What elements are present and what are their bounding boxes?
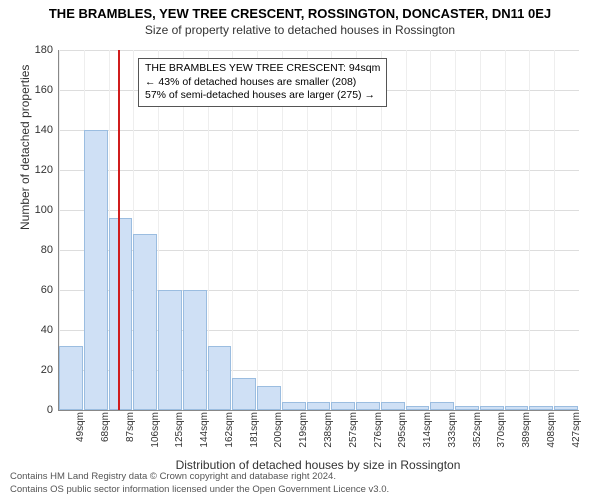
gridline-v [480,50,481,410]
xtick-label: 219sqm [298,412,309,448]
histogram-bar [208,346,232,410]
reference-vline [118,50,120,410]
histogram-bar [331,402,355,410]
xtick-label: 408sqm [546,412,557,448]
xtick-label: 295sqm [397,412,408,448]
page-title: THE BRAMBLES, YEW TREE CRESCENT, ROSSING… [0,0,600,21]
histogram-bar [381,402,405,410]
xtick-label: 427sqm [571,412,582,448]
histogram-bar [133,234,157,410]
histogram-bar [505,406,529,410]
xtick-label: 238sqm [323,412,334,448]
y-axis-label: Number of detached properties [18,65,32,230]
histogram-bar [455,406,479,410]
gridline-h [59,50,579,51]
xtick-label: 276sqm [373,412,384,448]
gridline-v [505,50,506,410]
xtick-label: 352sqm [472,412,483,448]
footer-line-1: Contains HM Land Registry data © Crown c… [10,471,389,483]
ytick-label: 40 [23,324,53,336]
histogram-bar [406,406,430,410]
xtick-label: 68sqm [100,412,111,442]
histogram-bar [430,402,454,410]
xtick-label: 144sqm [199,412,210,448]
gridline-h [59,170,579,171]
footer-attribution: Contains HM Land Registry data © Crown c… [10,471,389,496]
xtick-label: 333sqm [447,412,458,448]
xtick-label: 106sqm [150,412,161,448]
chart-area: 02040608010012014016018049sqm68sqm87sqm1… [58,50,578,410]
gridline-h [59,130,579,131]
histogram-bar [84,130,108,410]
page-subtitle: Size of property relative to detached ho… [0,21,600,37]
x-axis-label: Distribution of detached houses by size … [58,458,578,472]
histogram-bar [356,402,380,410]
gridline-v [406,50,407,410]
histogram-bar [59,346,83,410]
chart-container: THE BRAMBLES, YEW TREE CRESCENT, ROSSING… [0,0,600,500]
histogram-bar [183,290,207,410]
xtick-label: 125sqm [174,412,185,448]
ytick-label: 180 [23,44,53,56]
histogram-bar [257,386,281,410]
annotation-line-2: ← 43% of detached houses are smaller (20… [145,76,380,90]
histogram-bar [529,406,553,410]
footer-line-2: Contains OS public sector information li… [10,484,389,496]
xtick-label: 162sqm [224,412,235,448]
gridline-v [529,50,530,410]
ytick-label: 80 [23,244,53,256]
gridline-v [430,50,431,410]
gridline-h [59,210,579,211]
xtick-label: 257sqm [348,412,359,448]
annotation-line-1: THE BRAMBLES YEW TREE CRESCENT: 94sqm [145,62,380,76]
histogram-bar [307,402,331,410]
histogram-bar [480,406,504,410]
ytick-label: 0 [23,404,53,416]
histogram-bar [232,378,256,410]
ytick-label: 20 [23,364,53,376]
annotation-line-3: 57% of semi-detached houses are larger (… [145,89,380,103]
gridline-v [455,50,456,410]
annotation-box: THE BRAMBLES YEW TREE CRESCENT: 94sqm ← … [138,58,387,107]
xtick-label: 49sqm [75,412,86,442]
xtick-label: 181sqm [249,412,260,448]
xtick-label: 200sqm [273,412,284,448]
ytick-label: 60 [23,284,53,296]
xtick-label: 314sqm [422,412,433,448]
xtick-label: 389sqm [521,412,532,448]
histogram-bar [158,290,182,410]
histogram-bar [282,402,306,410]
histogram-bar [554,406,578,410]
xtick-label: 87sqm [125,412,136,442]
gridline-v [554,50,555,410]
xtick-label: 370sqm [496,412,507,448]
